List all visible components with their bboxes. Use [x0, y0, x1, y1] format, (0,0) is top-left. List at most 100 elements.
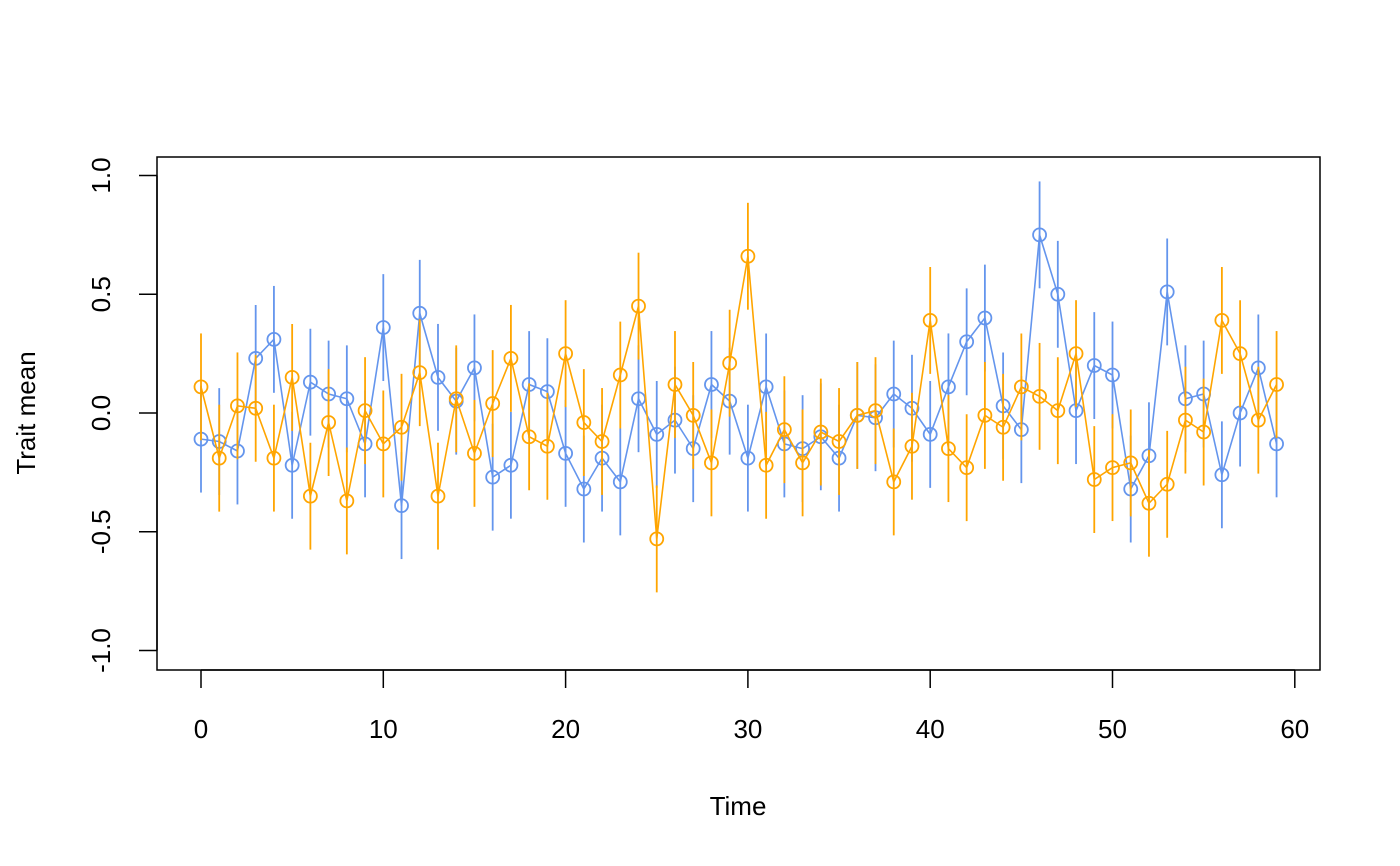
- data-point: [740, 248, 756, 264]
- data-point: [995, 419, 1011, 435]
- data-point: [941, 379, 956, 395]
- x-tick-label: 0: [194, 714, 208, 744]
- y-axis-title: Trait mean: [11, 351, 41, 474]
- data-point: [284, 457, 300, 473]
- x-tick-label: 50: [1098, 714, 1127, 744]
- y-tick-label: -0.5: [86, 509, 116, 554]
- data-point: [813, 424, 829, 440]
- data-point: [1086, 358, 1102, 373]
- y-axis: -1.0 -0.5 0.0 0.5 1.0: [86, 157, 158, 673]
- data-point: [266, 450, 282, 466]
- data-point: [1032, 227, 1047, 243]
- data-point: [1105, 460, 1120, 476]
- y-tick-label: 0.5: [86, 276, 116, 312]
- data-point: [1159, 476, 1175, 492]
- data-point: [941, 441, 956, 457]
- data-points: [193, 248, 1284, 547]
- data-point: [612, 474, 628, 490]
- data-point: [1214, 467, 1230, 483]
- series-layer: [193, 181, 1284, 593]
- data-point: [430, 369, 446, 385]
- data-point: [539, 438, 555, 454]
- data-point: [430, 488, 446, 504]
- data-point: [649, 426, 665, 442]
- data-point: [193, 379, 209, 395]
- data-point: [704, 455, 719, 471]
- x-tick-label: 20: [551, 714, 580, 744]
- data-point: [1196, 424, 1212, 440]
- data-point: [1050, 286, 1066, 302]
- data-point: [959, 334, 975, 350]
- data-point: [485, 469, 501, 485]
- data-point: [1159, 284, 1175, 300]
- data-point: [1250, 412, 1266, 428]
- data-point: [302, 374, 318, 390]
- data-point: [649, 531, 665, 547]
- x-tick-label: 40: [916, 714, 945, 744]
- data-point: [685, 407, 701, 423]
- data-point: [612, 367, 628, 383]
- x-axis-title: Time: [710, 791, 767, 821]
- data-point: [375, 320, 391, 335]
- data-point: [1086, 472, 1102, 487]
- data-point: [302, 488, 318, 504]
- data-point: [977, 407, 993, 423]
- data-point: [394, 419, 409, 435]
- data-point: [339, 493, 355, 509]
- data-point: [704, 377, 719, 392]
- data-point: [1050, 403, 1066, 419]
- x-tick-label: 60: [1280, 714, 1309, 744]
- data-point: [558, 346, 573, 362]
- data-point: [667, 377, 683, 392]
- y-tick-label: 1.0: [86, 157, 116, 193]
- data-point: [758, 457, 774, 473]
- data-point: [230, 398, 245, 414]
- data-point: [631, 298, 646, 314]
- data-point: [357, 403, 373, 419]
- data-point: [594, 434, 610, 449]
- data-point: [412, 365, 428, 381]
- data-point: [1269, 377, 1284, 392]
- data-point: [394, 498, 409, 514]
- data-point: [467, 445, 482, 461]
- data-point: [831, 434, 847, 449]
- data-point: [1068, 346, 1084, 362]
- data-point: [904, 438, 920, 454]
- data-point: [485, 396, 501, 411]
- data-point: [1013, 379, 1029, 395]
- data-point: [868, 403, 883, 419]
- x-axis: 0 10 20 30 40 50 60: [194, 669, 1309, 744]
- data-point: [448, 391, 464, 407]
- series-line: [200, 234, 1278, 506]
- x-tick-label: 10: [369, 714, 398, 744]
- data-point: [284, 369, 300, 385]
- data-point: [1141, 495, 1157, 511]
- data-point: [922, 312, 938, 328]
- data-point: [886, 386, 902, 402]
- data-point: [576, 481, 592, 497]
- series-2: [193, 202, 1284, 593]
- data-point: [521, 429, 537, 445]
- x-tick-label: 30: [733, 714, 762, 744]
- data-point: [776, 422, 792, 438]
- data-point: [248, 400, 264, 416]
- data-point: [503, 350, 519, 366]
- data-point: [576, 415, 592, 430]
- data-point: [849, 407, 865, 423]
- data-point: [467, 360, 482, 376]
- data-point: [1123, 455, 1139, 471]
- data-point: [977, 310, 993, 326]
- data-point: [558, 445, 573, 461]
- data-point: [503, 457, 519, 473]
- data-point: [1214, 312, 1230, 328]
- data-point: [1232, 346, 1248, 362]
- data-point: [1178, 412, 1193, 428]
- data-point: [211, 450, 227, 466]
- data-point: [321, 415, 337, 430]
- data-point: [722, 355, 738, 371]
- data-point: [795, 455, 810, 471]
- y-tick-label: -1.0: [86, 628, 116, 673]
- data-point: [339, 391, 355, 407]
- y-tick-label: 0.0: [86, 395, 116, 431]
